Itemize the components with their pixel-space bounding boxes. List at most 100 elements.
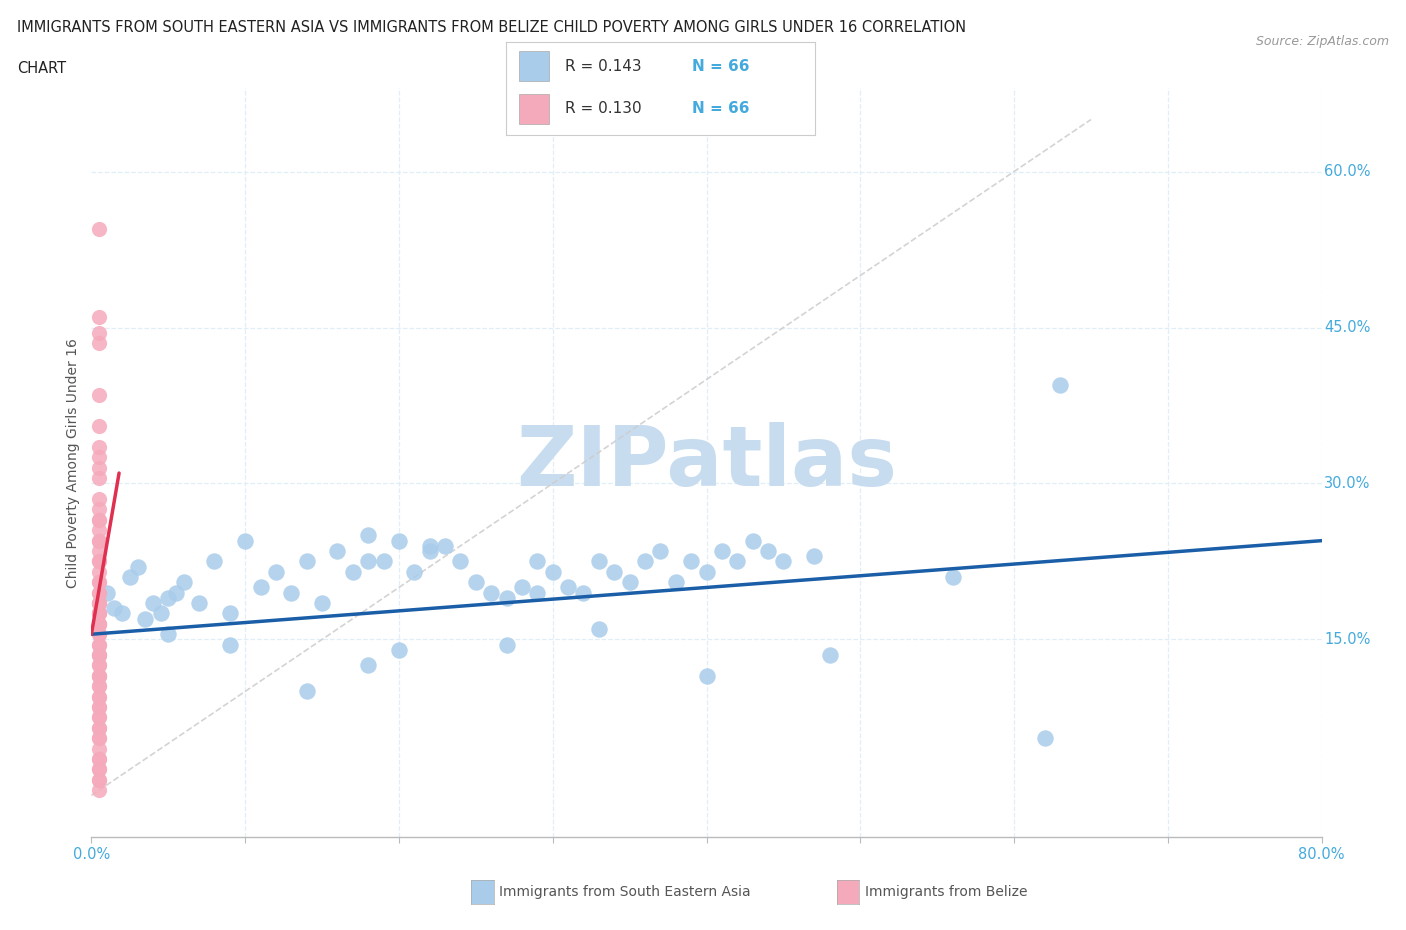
Point bbox=[111, 606, 134, 621]
Point bbox=[772, 554, 794, 569]
Point bbox=[419, 538, 441, 553]
Point bbox=[710, 544, 733, 559]
Y-axis label: Child Poverty Among Girls Under 16: Child Poverty Among Girls Under 16 bbox=[66, 338, 80, 588]
Text: 15.0%: 15.0% bbox=[1324, 632, 1371, 647]
Point bbox=[87, 689, 110, 704]
Point bbox=[87, 512, 110, 527]
Point bbox=[87, 606, 110, 621]
Text: R = 0.130: R = 0.130 bbox=[565, 101, 641, 116]
Point bbox=[696, 565, 718, 579]
Bar bbox=[519, 94, 550, 124]
Point bbox=[87, 689, 110, 704]
Point bbox=[464, 575, 486, 590]
Point bbox=[588, 554, 610, 569]
Text: Immigrants from South Eastern Asia: Immigrants from South Eastern Asia bbox=[499, 884, 751, 899]
Point bbox=[87, 617, 110, 631]
Point bbox=[87, 751, 110, 766]
Point bbox=[373, 554, 395, 569]
Point bbox=[87, 627, 110, 642]
Point bbox=[357, 528, 380, 543]
Point bbox=[87, 658, 110, 673]
Point bbox=[87, 221, 110, 236]
Point bbox=[696, 669, 718, 684]
Point bbox=[118, 569, 141, 584]
Point bbox=[434, 538, 457, 553]
Point bbox=[87, 450, 110, 465]
Point bbox=[681, 554, 703, 569]
Point bbox=[127, 559, 149, 574]
Text: CHART: CHART bbox=[17, 61, 66, 76]
Point bbox=[87, 554, 110, 569]
Point bbox=[87, 554, 110, 569]
Text: 45.0%: 45.0% bbox=[1324, 320, 1371, 335]
Point bbox=[142, 595, 165, 610]
Point bbox=[311, 595, 333, 610]
Point bbox=[87, 336, 110, 351]
Point bbox=[87, 575, 110, 590]
Point bbox=[87, 637, 110, 652]
Text: IMMIGRANTS FROM SOUTH EASTERN ASIA VS IMMIGRANTS FROM BELIZE CHILD POVERTY AMONG: IMMIGRANTS FROM SOUTH EASTERN ASIA VS IM… bbox=[17, 20, 966, 35]
Point bbox=[87, 585, 110, 600]
Point bbox=[165, 585, 187, 600]
Point bbox=[803, 549, 825, 564]
Point bbox=[557, 580, 579, 595]
Point bbox=[87, 523, 110, 538]
Point bbox=[188, 595, 211, 610]
Point bbox=[87, 310, 110, 325]
Point bbox=[157, 591, 180, 605]
Point bbox=[87, 326, 110, 340]
Point bbox=[96, 585, 118, 600]
Point bbox=[725, 554, 748, 569]
Point bbox=[218, 637, 240, 652]
Point bbox=[357, 554, 380, 569]
Point bbox=[87, 647, 110, 662]
Point bbox=[87, 471, 110, 485]
Point bbox=[134, 611, 156, 626]
Point bbox=[87, 710, 110, 724]
Point bbox=[87, 388, 110, 403]
Point bbox=[87, 533, 110, 548]
Point bbox=[1049, 378, 1071, 392]
Point bbox=[419, 544, 441, 559]
Point bbox=[87, 418, 110, 433]
Text: Immigrants from Belize: Immigrants from Belize bbox=[865, 884, 1028, 899]
Bar bbox=[519, 51, 550, 81]
Point bbox=[87, 606, 110, 621]
Point bbox=[388, 643, 411, 658]
Point bbox=[87, 679, 110, 694]
Point bbox=[495, 591, 517, 605]
Point bbox=[526, 554, 548, 569]
Text: R = 0.143: R = 0.143 bbox=[565, 59, 641, 73]
Point bbox=[87, 606, 110, 621]
Point bbox=[479, 585, 502, 600]
Point bbox=[87, 595, 110, 610]
Point bbox=[87, 679, 110, 694]
Point bbox=[87, 658, 110, 673]
Point bbox=[295, 684, 318, 698]
Point bbox=[87, 575, 110, 590]
Point bbox=[1033, 731, 1056, 746]
Point bbox=[87, 585, 110, 600]
Text: N = 66: N = 66 bbox=[692, 101, 749, 116]
Point bbox=[665, 575, 688, 590]
Point bbox=[87, 762, 110, 777]
Point bbox=[87, 721, 110, 736]
Point bbox=[103, 601, 125, 616]
Point bbox=[87, 565, 110, 579]
Text: 30.0%: 30.0% bbox=[1324, 476, 1371, 491]
Point bbox=[173, 575, 195, 590]
Point bbox=[264, 565, 287, 579]
Point bbox=[87, 751, 110, 766]
Text: ZIPatlas: ZIPatlas bbox=[516, 422, 897, 503]
Point bbox=[87, 617, 110, 631]
Point bbox=[87, 669, 110, 684]
Point bbox=[87, 710, 110, 724]
Point bbox=[942, 569, 965, 584]
Point bbox=[249, 580, 271, 595]
Point bbox=[650, 544, 672, 559]
Point bbox=[510, 580, 533, 595]
Point bbox=[87, 502, 110, 517]
Point bbox=[449, 554, 471, 569]
Point bbox=[87, 627, 110, 642]
Point bbox=[342, 565, 364, 579]
